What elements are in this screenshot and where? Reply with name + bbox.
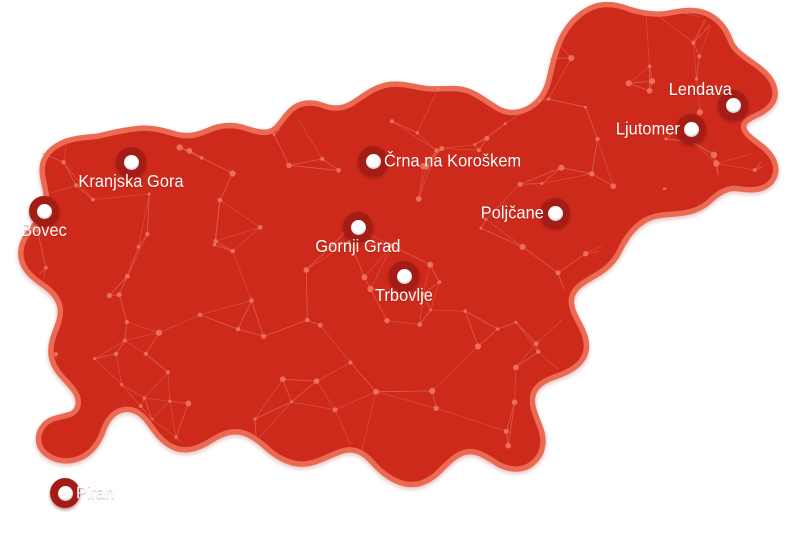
map-pin-icon[interactable] bbox=[540, 198, 570, 228]
map-pin-icon[interactable] bbox=[718, 90, 748, 120]
map-pin-icon[interactable] bbox=[676, 114, 706, 144]
city-label: Kranjska Gora bbox=[78, 171, 184, 191]
map-pin-icon[interactable] bbox=[116, 147, 146, 177]
city-label: Črna na Koroškem bbox=[384, 150, 522, 171]
city-marker-rna-na-koro-kem[interactable]: Črna na Koroškem bbox=[358, 146, 521, 176]
city-marker-gornji-grad[interactable]: Gornji Grad bbox=[315, 212, 400, 255]
city-label: Lendava bbox=[668, 78, 732, 99]
city-marker-polj-ane[interactable]: Poljčane bbox=[481, 198, 570, 228]
city-label: Ljutomer bbox=[615, 118, 680, 139]
city-marker-ljutomer[interactable]: Ljutomer bbox=[616, 114, 706, 144]
city-label: Bovec bbox=[21, 220, 67, 240]
city-marker-lendava[interactable]: Lendava bbox=[669, 80, 748, 120]
country-fill bbox=[23, 7, 774, 482]
map-pin-icon[interactable] bbox=[343, 212, 373, 242]
map-pin-icon[interactable] bbox=[358, 146, 388, 176]
city-marker-piran[interactable]: Piran bbox=[50, 478, 114, 508]
city-marker-bovec[interactable]: Bovec bbox=[21, 196, 67, 239]
city-marker-trbovlje[interactable]: Trbovlje bbox=[375, 261, 433, 304]
map-pin-icon[interactable] bbox=[29, 196, 59, 226]
map-pin-icon[interactable] bbox=[389, 261, 419, 291]
city-label: Trbovlje bbox=[374, 285, 434, 305]
city-label: Poljčane bbox=[480, 202, 544, 223]
city-marker-kranjska-gora[interactable]: Kranjska Gora bbox=[78, 147, 184, 190]
city-label: Piran bbox=[76, 482, 115, 503]
country-silhouette bbox=[18, 1, 779, 488]
city-label: Gornji Grad bbox=[315, 236, 401, 256]
map-pin-icon[interactable] bbox=[50, 478, 80, 508]
